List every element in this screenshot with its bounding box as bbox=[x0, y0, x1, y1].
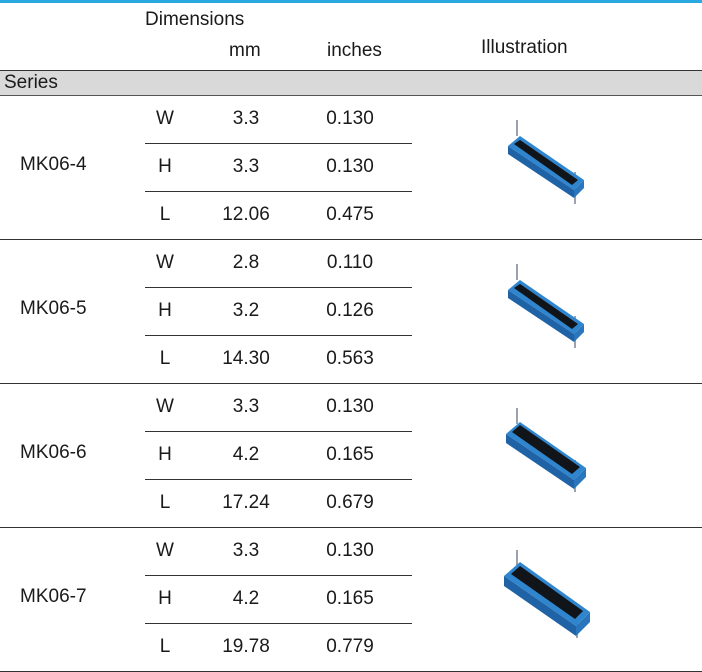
dimension-row: L 12.06 0.475 bbox=[145, 192, 412, 240]
dimension-inches: 0.110 bbox=[326, 252, 374, 273]
dimension-inches: 0.563 bbox=[326, 348, 374, 369]
dimension-row: L 14.30 0.563 bbox=[145, 336, 412, 384]
dimension-inches: 0.130 bbox=[326, 156, 374, 177]
dimension-mm: 2.8 bbox=[232, 252, 260, 273]
dimension-row: L 17.24 0.679 bbox=[145, 480, 412, 528]
dimension-row: H 4.2 0.165 bbox=[145, 432, 412, 480]
mm-column-header: mm bbox=[229, 40, 261, 61]
dimension-label: L bbox=[159, 348, 171, 369]
dimension-inches: 0.130 bbox=[326, 396, 374, 417]
dimension-inches: 0.126 bbox=[326, 300, 374, 321]
dimension-label: W bbox=[156, 252, 174, 273]
series-column-header: Series bbox=[4, 72, 58, 93]
dimension-label: W bbox=[156, 396, 174, 417]
dimension-mm: 12.06 bbox=[222, 204, 270, 225]
dimension-inches: 0.475 bbox=[326, 204, 374, 225]
dimension-row: H 4.2 0.165 bbox=[145, 576, 412, 624]
reed-switch-icon bbox=[498, 548, 594, 644]
series-group: MK06-5 W 2.8 0.110 H 3.2 0.126 L 14.30 0… bbox=[0, 240, 702, 384]
inches-column-header: inches bbox=[327, 40, 382, 61]
series-group: MK06-6 W 3.3 0.130 H 4.2 0.165 L 17.24 0… bbox=[0, 384, 702, 528]
dimension-label: H bbox=[158, 444, 172, 465]
dimension-mm: 17.24 bbox=[222, 492, 270, 513]
dimension-mm: 14.30 bbox=[222, 348, 270, 369]
dimension-row: W 3.3 0.130 bbox=[145, 384, 412, 432]
dimension-inches: 0.130 bbox=[326, 108, 374, 129]
dimension-mm: 3.2 bbox=[232, 300, 260, 321]
header-divider bbox=[0, 70, 702, 71]
series-name: MK06-5 bbox=[20, 298, 87, 319]
dimension-inches: 0.130 bbox=[326, 540, 374, 561]
dimension-mm: 3.3 bbox=[232, 396, 260, 417]
dimension-row: W 2.8 0.110 bbox=[145, 240, 412, 288]
dimension-label: L bbox=[159, 492, 171, 513]
dimension-label: W bbox=[156, 540, 174, 561]
dimension-label: H bbox=[158, 156, 172, 177]
series-group: MK06-7 W 3.3 0.130 H 4.2 0.165 L 19.78 0… bbox=[0, 528, 702, 672]
dimensions-header: Dimensions bbox=[145, 9, 245, 30]
dimension-mm: 4.2 bbox=[232, 588, 260, 609]
reed-switch-icon bbox=[498, 116, 594, 212]
series-group: MK06-4 W 3.3 0.130 H 3.3 0.130 L 12.06 0… bbox=[0, 96, 702, 240]
dimension-label: W bbox=[156, 108, 174, 129]
illustration-column-header: Illustration bbox=[481, 37, 568, 58]
dimension-mm: 3.3 bbox=[232, 108, 260, 129]
dimension-row: W 3.3 0.130 bbox=[145, 96, 412, 144]
dimension-mm: 3.3 bbox=[232, 540, 260, 561]
dimension-label: H bbox=[158, 588, 172, 609]
dimension-inches: 0.779 bbox=[326, 636, 374, 657]
dimension-label: L bbox=[159, 636, 171, 657]
dimension-mm: 4.2 bbox=[232, 444, 260, 465]
dimension-row: H 3.2 0.126 bbox=[145, 288, 412, 336]
dimension-inches: 0.165 bbox=[326, 588, 374, 609]
dimension-row: W 3.3 0.130 bbox=[145, 528, 412, 576]
series-name: MK06-7 bbox=[20, 586, 87, 607]
series-name: MK06-4 bbox=[20, 154, 87, 175]
reed-switch-icon bbox=[498, 260, 594, 356]
series-header-bar: Series bbox=[0, 71, 702, 96]
dimension-mm: 19.78 bbox=[222, 636, 270, 657]
dimension-inches: 0.165 bbox=[326, 444, 374, 465]
series-name: MK06-6 bbox=[20, 442, 87, 463]
top-accent-rule bbox=[0, 0, 702, 3]
dimension-row: L 19.78 0.779 bbox=[145, 624, 412, 672]
dimension-row: H 3.3 0.130 bbox=[145, 144, 412, 192]
dimension-inches: 0.679 bbox=[326, 492, 374, 513]
dimension-label: L bbox=[159, 204, 171, 225]
dimension-mm: 3.3 bbox=[232, 156, 260, 177]
dimension-label: H bbox=[158, 300, 172, 321]
reed-switch-icon bbox=[498, 404, 594, 500]
